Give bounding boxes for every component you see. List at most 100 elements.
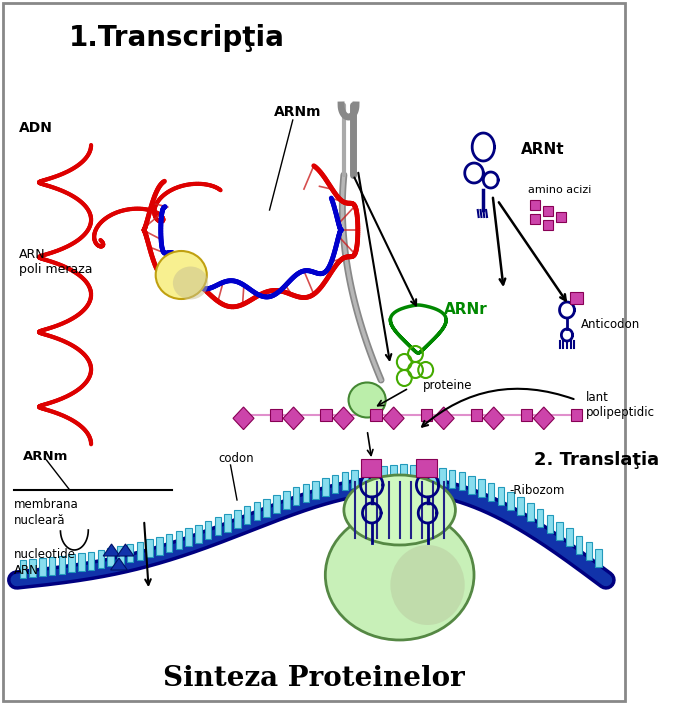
Bar [508,492,514,510]
Bar [595,549,602,567]
Bar [176,531,182,549]
Bar [570,409,582,421]
Bar [410,465,416,483]
Ellipse shape [156,251,207,299]
Bar [517,497,524,515]
Bar [233,407,254,429]
Bar [117,546,124,565]
Bar [107,548,114,566]
Text: ARNm: ARNm [23,449,69,463]
Bar [497,487,504,505]
Text: nucleară: nucleară [14,513,65,527]
Ellipse shape [390,545,464,625]
Ellipse shape [348,382,385,417]
Text: nucleotide: nucleotide [14,548,76,562]
Bar [88,552,94,570]
Text: ARN: ARN [19,249,45,261]
Polygon shape [103,544,120,556]
Bar [371,467,377,484]
Bar [321,409,331,421]
Text: poli meraza: poli meraza [19,263,92,277]
Bar [146,539,153,558]
Bar [263,498,270,517]
Text: ARNm: ARNm [274,105,322,119]
Polygon shape [117,544,134,556]
Text: ARNt: ARNt [520,142,564,158]
Bar [195,524,202,543]
Text: ADN: ADN [19,121,53,135]
Bar [520,409,532,421]
Bar [49,557,55,575]
Text: -Ribozom: -Ribozom [510,484,565,496]
Polygon shape [111,558,128,570]
Bar [570,292,583,304]
Bar [360,459,381,477]
Text: ARN: ARN [14,563,39,577]
Bar [271,409,281,421]
Bar [470,409,482,421]
Bar [78,553,84,571]
Bar [420,465,426,483]
Bar [313,481,319,499]
Bar [449,470,456,488]
Bar [254,502,261,520]
Bar [527,503,533,521]
Bar [59,555,65,574]
Bar [433,407,454,429]
Bar [302,484,309,502]
Bar [333,407,354,429]
Bar [543,220,553,230]
Text: codon: codon [219,451,254,465]
Bar [547,515,553,533]
Bar [383,407,404,429]
Text: Sinteza Proteinelor: Sinteza Proteinelor [163,665,464,691]
Bar [351,470,358,489]
Bar [537,509,543,527]
Bar [556,522,563,539]
Bar [244,506,250,524]
Bar [68,554,75,572]
Bar [127,544,134,562]
Bar [225,514,231,532]
Bar [439,468,446,486]
Bar [488,483,495,501]
Bar [429,466,436,484]
Ellipse shape [344,475,456,545]
Bar [416,459,437,477]
Bar [39,558,45,576]
Ellipse shape [173,267,208,299]
Text: lant
polipeptidic: lant polipeptidic [585,391,655,419]
Bar [483,407,504,429]
Bar [283,491,290,509]
Bar [421,409,432,421]
Bar [322,477,329,496]
Text: Anticodon: Anticodon [581,318,640,332]
Ellipse shape [325,510,474,640]
Text: ARNr: ARNr [444,303,488,318]
Bar [215,517,221,535]
Bar [332,475,338,493]
Text: 1.Transcripţia: 1.Transcripţia [69,24,285,52]
Bar [29,559,36,577]
Bar [381,465,387,484]
Text: membrana: membrana [14,498,79,512]
Bar [576,536,583,553]
Bar [20,560,26,578]
Bar [478,479,485,497]
Bar [390,465,397,483]
Bar [533,407,554,429]
Bar [371,409,381,421]
Bar [234,510,241,528]
Bar [186,528,192,546]
Bar [530,214,540,224]
Bar [273,495,279,513]
Text: proteine: proteine [423,379,472,391]
Bar [468,476,475,494]
Bar [459,472,465,490]
Bar [293,487,299,505]
Bar [205,521,211,539]
Bar [283,407,304,429]
Text: amino acizi: amino acizi [528,185,591,195]
Bar [342,472,348,491]
Bar [98,550,104,568]
